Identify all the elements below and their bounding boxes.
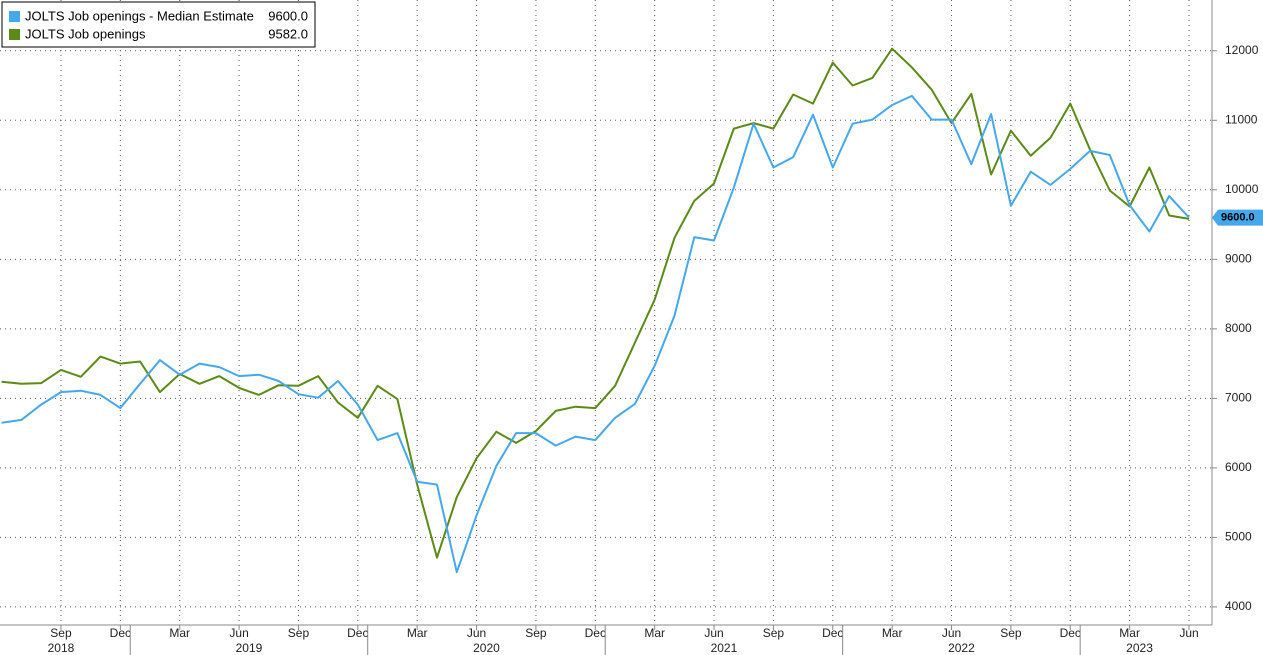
legend-value: 9600.0 — [268, 8, 308, 23]
x-year-label: 2021 — [711, 641, 738, 655]
y-tick-label: 8000 — [1225, 321, 1252, 335]
x-tick-label: Mar — [1119, 626, 1140, 640]
x-tick-label: Mar — [169, 626, 190, 640]
x-year-label: 2020 — [473, 641, 500, 655]
y-tick-label: 7000 — [1225, 391, 1252, 405]
y-tick-label: 5000 — [1225, 530, 1252, 544]
value-badge-label: 9600.0 — [1221, 212, 1255, 224]
x-tick-label: Sep — [1000, 626, 1022, 640]
legend-swatch — [9, 11, 20, 22]
legend-label: JOLTS Job openings - Median Estimate — [25, 8, 254, 23]
value-badge — [1212, 209, 1263, 226]
x-tick-label: Mar — [882, 626, 903, 640]
x-tick-label: Mar — [407, 626, 428, 640]
x-tick-label: Sep — [525, 626, 547, 640]
x-tick-label: Jun — [1179, 626, 1198, 640]
x-year-label: 2023 — [1126, 641, 1153, 655]
x-tick-label: Sep — [763, 626, 785, 640]
x-tick-label: Jun — [467, 626, 486, 640]
series-line — [1, 47, 1190, 559]
x-tick-label: Dec — [1060, 626, 1081, 640]
x-tick-label: Mar — [644, 626, 665, 640]
legend-label: JOLTS Job openings — [25, 26, 146, 41]
x-tick-label: Dec — [585, 626, 606, 640]
y-tick-label: 11000 — [1225, 112, 1258, 126]
x-tick-label: Dec — [822, 626, 843, 640]
x-tick-label: Dec — [110, 626, 131, 640]
y-tick-label: 10000 — [1225, 182, 1259, 196]
x-tick-label: Sep — [288, 626, 310, 640]
x-year-label: 2018 — [48, 641, 75, 655]
x-year-label: 2022 — [948, 641, 975, 655]
y-tick-label: 12000 — [1225, 43, 1259, 57]
legend-swatch — [9, 29, 20, 40]
x-tick-label: Sep — [50, 626, 72, 640]
y-tick-label: 9000 — [1225, 251, 1252, 265]
x-tick-label: Jun — [229, 626, 248, 640]
legend: JOLTS Job openings - Median Estimate 9600… — [1, 1, 316, 48]
x-tick-label: Jun — [704, 626, 723, 640]
x-year-label: 2019 — [236, 641, 263, 655]
series-line — [1, 94, 1190, 574]
x-tick-label: Dec — [347, 626, 368, 640]
y-tick-label: 6000 — [1225, 460, 1252, 474]
legend-value: 9582.0 — [268, 26, 308, 41]
y-tick-label: 4000 — [1225, 599, 1252, 613]
x-tick-label: Jun — [942, 626, 961, 640]
legend-box — [1, 1, 316, 48]
